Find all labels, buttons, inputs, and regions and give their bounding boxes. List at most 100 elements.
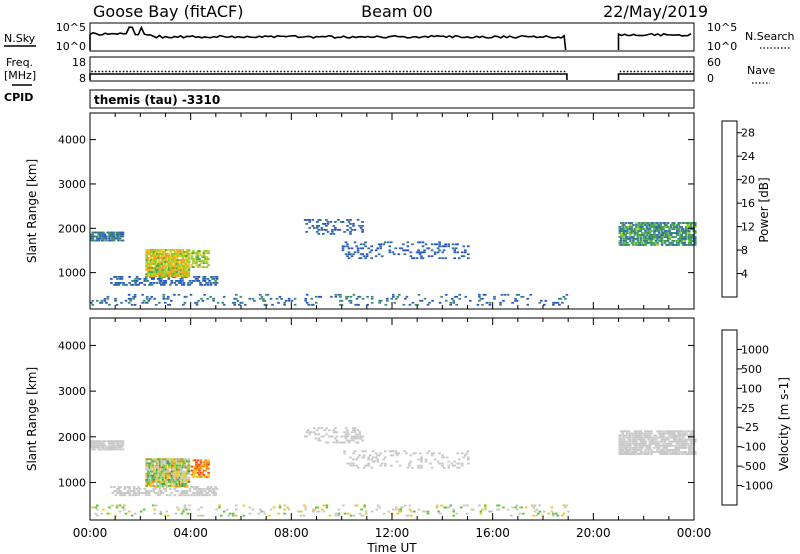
scatter-cell — [359, 247, 363, 250]
scatter-cell — [148, 485, 151, 487]
freq-tick-top: 18 — [72, 56, 86, 69]
scatter-cell — [379, 464, 382, 467]
scatter-cell — [420, 255, 423, 258]
scatter-cell — [639, 244, 643, 246]
scatter-cell — [154, 458, 157, 461]
scatter-cell — [149, 263, 153, 265]
scatter-cell — [681, 440, 685, 443]
scatter-cell — [196, 486, 199, 488]
scatter-cell — [653, 434, 656, 437]
scatter-cell — [199, 260, 203, 262]
scatter-cell — [352, 435, 355, 438]
scatter-cell — [152, 490, 155, 492]
scatter-cell — [183, 271, 186, 273]
scatter-cell — [202, 469, 206, 472]
scatter-cell — [149, 485, 153, 487]
scatter-cell — [632, 434, 635, 437]
colorbar-tick-label: 100 — [741, 382, 762, 395]
scatter-cell — [461, 251, 464, 254]
scatter-cell — [103, 297, 107, 300]
scatter-cell — [678, 436, 682, 439]
scatter-cell — [159, 476, 162, 479]
scatter-cell — [688, 244, 691, 246]
scatter-cell — [205, 260, 209, 262]
scatter-cell — [415, 251, 419, 254]
scatter-cell — [159, 466, 162, 469]
scatter-cell — [151, 259, 154, 261]
scatter-cell — [543, 510, 546, 513]
scatter-cell — [202, 461, 206, 464]
scatter-cell — [444, 245, 447, 248]
scatter-cell — [645, 222, 649, 224]
scatter-cell — [322, 223, 325, 225]
scatter-cell — [426, 303, 430, 306]
x-tick-label: 00:00 — [73, 526, 108, 540]
scatter-cell — [120, 239, 123, 242]
scatter-cell — [641, 244, 644, 246]
scatter-cell — [402, 249, 405, 252]
scatter-cell — [638, 226, 641, 228]
scatter-cell — [205, 252, 209, 254]
scatter-cell — [117, 442, 120, 445]
scatter-cell — [668, 228, 671, 230]
scatter-cell — [159, 458, 162, 461]
scatter-cell — [694, 451, 697, 453]
scatter-cell — [168, 478, 171, 481]
scatter-cell — [157, 460, 160, 463]
scatter-cell — [174, 255, 177, 257]
scatter-cell — [149, 470, 153, 473]
scatter-cell — [624, 440, 628, 443]
scatter-cell — [120, 278, 124, 280]
scatter-cell — [355, 245, 358, 248]
scatter-cell — [174, 251, 177, 253]
scatter-cell — [153, 488, 157, 490]
colorbar-tick-label: 8 — [741, 244, 748, 257]
scatter-cell — [149, 249, 153, 251]
scatter-cell — [102, 233, 105, 236]
scatter-cell — [100, 512, 104, 515]
scatter-cell — [683, 434, 686, 437]
scatter-cell — [106, 512, 110, 515]
scatter-cell — [518, 506, 522, 509]
scatter-cell — [135, 276, 139, 278]
scatter-cell — [214, 486, 217, 488]
scatter-cell — [157, 257, 160, 259]
scatter-cell — [172, 478, 176, 481]
scatter-cell — [317, 233, 321, 235]
scatter-cell — [627, 451, 631, 453]
scatter-cell — [329, 233, 333, 235]
scatter-cell — [654, 442, 658, 445]
scatter-cell — [119, 282, 122, 284]
power-ylabel: Slant Range [km] — [25, 159, 39, 263]
scatter-cell — [623, 224, 626, 226]
scatter-cell — [262, 297, 265, 300]
scatter-cell — [691, 234, 694, 236]
scatter-cell — [639, 432, 643, 435]
scatter-cell — [200, 506, 203, 509]
scatter-cell — [618, 442, 622, 445]
scatter-cell — [162, 265, 165, 267]
scatter-cell — [641, 222, 644, 224]
scatter-cell — [365, 255, 369, 258]
scatter-cell — [201, 299, 205, 302]
scatter-cell — [438, 249, 441, 252]
scatter-cell — [633, 442, 637, 445]
scatter-cell — [151, 251, 154, 253]
scatter-cell — [146, 468, 150, 471]
scatter-cell — [162, 466, 165, 469]
scatter-cell — [149, 478, 153, 481]
scatter-cell — [677, 444, 680, 447]
scatter-cell — [298, 510, 301, 513]
scatter-cell — [186, 485, 189, 487]
scatter-cell — [154, 265, 157, 267]
scatter-cell — [674, 232, 677, 234]
scatter-cell — [411, 466, 414, 469]
scatter-cell — [132, 486, 136, 488]
scatter-cell — [164, 282, 168, 284]
scatter-cell — [91, 299, 95, 302]
scatter-cell — [444, 506, 448, 509]
scatter-cell — [645, 238, 649, 240]
scatter-cell — [440, 295, 443, 298]
scatter-cell — [325, 441, 328, 444]
scatter-cell — [160, 255, 164, 257]
